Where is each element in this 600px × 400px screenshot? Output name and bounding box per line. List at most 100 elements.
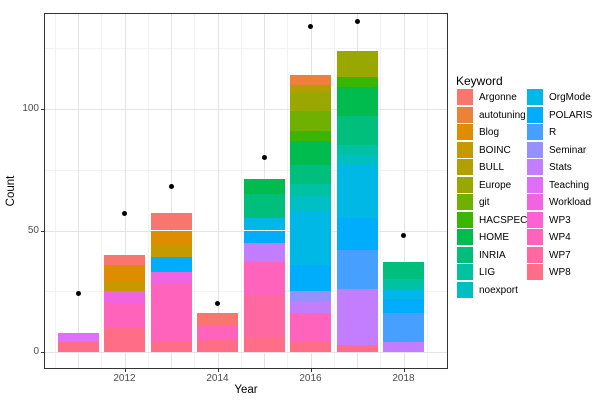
x-tick-label: 2016 bbox=[299, 373, 322, 384]
x-axis-tick bbox=[310, 368, 312, 372]
x-axis-title: Year bbox=[234, 384, 258, 396]
legend-label-WP8: WP8 bbox=[549, 267, 571, 278]
x-axis-tick bbox=[403, 368, 405, 372]
gridline-y-minor bbox=[45, 169, 447, 171]
bar-segment-2015-Stats bbox=[243, 242, 285, 263]
legend-swatch-Teaching bbox=[527, 176, 543, 193]
bar-segment-2015-WP7 bbox=[243, 296, 285, 338]
bar-segment-2016-HOME bbox=[290, 140, 331, 165]
bar-segment-2013-WP4 bbox=[150, 283, 192, 343]
data-point-2012 bbox=[122, 210, 127, 216]
gridline-x-minor bbox=[54, 14, 56, 368]
gridline-x-minor bbox=[240, 14, 242, 368]
legend-title: Keyword bbox=[456, 74, 503, 88]
legend-label-autotuning: autotuning bbox=[479, 109, 526, 121]
gridline-x-major bbox=[403, 14, 405, 368]
bar-segment-2016-OrgMode bbox=[290, 211, 331, 265]
bar-segment-2016-git bbox=[290, 111, 331, 131]
data-point-2017 bbox=[354, 19, 360, 25]
bar-segment-2016-autotuning bbox=[290, 74, 331, 85]
data-point-2013 bbox=[168, 184, 174, 190]
y-axis-title: Count bbox=[5, 175, 17, 207]
bar-segment-2017-WP8 bbox=[336, 344, 378, 352]
bar-segment-2017-LIG bbox=[336, 145, 378, 156]
gridline-x-minor bbox=[147, 14, 149, 368]
legend-swatch-LIG bbox=[457, 264, 473, 280]
bar-segment-2018-INRIA bbox=[383, 262, 424, 280]
y-axis-tick bbox=[41, 109, 45, 110]
legend-label-git: git bbox=[479, 197, 490, 208]
legend-label-BULL: BULL bbox=[479, 162, 505, 173]
bar-segment-2016-INRIA bbox=[290, 164, 331, 185]
bar-segment-2012-BOINC bbox=[104, 281, 145, 292]
bar-segment-2017-HOME bbox=[336, 87, 378, 117]
legend-swatch-WP7 bbox=[527, 246, 543, 263]
gridline-x-minor bbox=[380, 14, 382, 368]
bar-segment-2017-R bbox=[336, 249, 378, 289]
legend-swatch-git bbox=[457, 194, 473, 210]
bar-segment-2018-R bbox=[383, 313, 424, 343]
bar-segment-2015-WP8 bbox=[243, 337, 285, 352]
x-axis-tick bbox=[217, 368, 219, 372]
gridline-x-minor bbox=[101, 14, 103, 368]
gridline-x-minor bbox=[194, 14, 196, 368]
data-point-2014 bbox=[215, 300, 220, 306]
bar-segment-2017-Stats bbox=[336, 288, 378, 345]
bar-segment-2012-Workload bbox=[104, 291, 145, 304]
gridline-y-major bbox=[45, 109, 447, 110]
data-point-2018 bbox=[401, 232, 406, 238]
bar-segment-2016-WP4 bbox=[290, 313, 331, 343]
bar-segment-2016-HACSPECIS bbox=[290, 130, 331, 141]
legend-swatch-OrgMode bbox=[527, 89, 543, 105]
bar-segment-2012-Argonne bbox=[104, 254, 145, 265]
bar-segment-2015-INRIA bbox=[243, 194, 285, 219]
bar-segment-2016-POLARIS bbox=[290, 264, 331, 292]
legend-label-WP7: WP7 bbox=[549, 249, 571, 261]
gridline-x-minor bbox=[426, 14, 428, 368]
legend-swatch-WP3 bbox=[527, 211, 543, 228]
legend-label-HOME: HOME bbox=[479, 232, 509, 243]
legend-swatch-Stats bbox=[527, 159, 543, 175]
gridline-y-minor bbox=[45, 48, 447, 50]
bar-segment-2018-OrgMode bbox=[383, 288, 424, 299]
legend-label-Europe: Europe bbox=[479, 179, 512, 191]
legend-label-Seminar: Seminar bbox=[549, 144, 587, 156]
legend-label-POLARIS: POLARIS bbox=[549, 109, 593, 121]
y-tick-label: 50 bbox=[27, 224, 39, 236]
bar-segment-2016-Europe bbox=[290, 91, 331, 112]
legend-swatch-HACSPECIS bbox=[457, 211, 473, 228]
x-axis-tick bbox=[124, 368, 126, 372]
bar-segment-2014-Argonne bbox=[197, 313, 238, 326]
legend-swatch-INRIA bbox=[457, 246, 473, 263]
bar-segment-2013-WP8 bbox=[150, 342, 192, 352]
bar-segment-2012-WP4 bbox=[104, 303, 145, 328]
y-axis-tick bbox=[41, 230, 45, 232]
legend-swatch-Blog bbox=[457, 124, 473, 140]
gridline-x-minor bbox=[333, 14, 335, 368]
legend-label-R: R bbox=[549, 127, 557, 138]
legend-swatch-HOME bbox=[457, 229, 473, 245]
y-tick-label: 100 bbox=[22, 103, 39, 114]
bar-segment-2017-OrgMode bbox=[336, 164, 378, 219]
legend-swatch-WP4 bbox=[527, 229, 543, 245]
legend-label-Workload: Workload bbox=[549, 197, 592, 208]
legend-swatch-POLARIS bbox=[527, 106, 543, 123]
legend-swatch-Seminar bbox=[527, 141, 543, 158]
x-tick-label: 2018 bbox=[392, 373, 415, 384]
bar-segment-2011-WP8 bbox=[57, 342, 99, 352]
bar-segment-2015-POLARIS bbox=[243, 230, 285, 243]
bar-segment-2015-HOME bbox=[243, 179, 285, 195]
gridline-x-minor bbox=[287, 14, 289, 368]
legend-swatch-Europe bbox=[457, 176, 473, 193]
y-tick-label: 0 bbox=[33, 346, 39, 357]
gridline-x-major bbox=[124, 14, 126, 368]
data-point-2015 bbox=[261, 155, 267, 161]
legend-swatch-Workload bbox=[527, 194, 543, 210]
bar-segment-2016-Seminar bbox=[290, 291, 331, 301]
bar-segment-2015-WP4 bbox=[243, 262, 285, 297]
x-tick-label: 2012 bbox=[113, 373, 136, 384]
bar-segment-2018-LIG bbox=[383, 279, 424, 289]
bar-segment-2013-Blog bbox=[150, 230, 192, 246]
bar-segment-2013-Argonne bbox=[150, 213, 192, 231]
